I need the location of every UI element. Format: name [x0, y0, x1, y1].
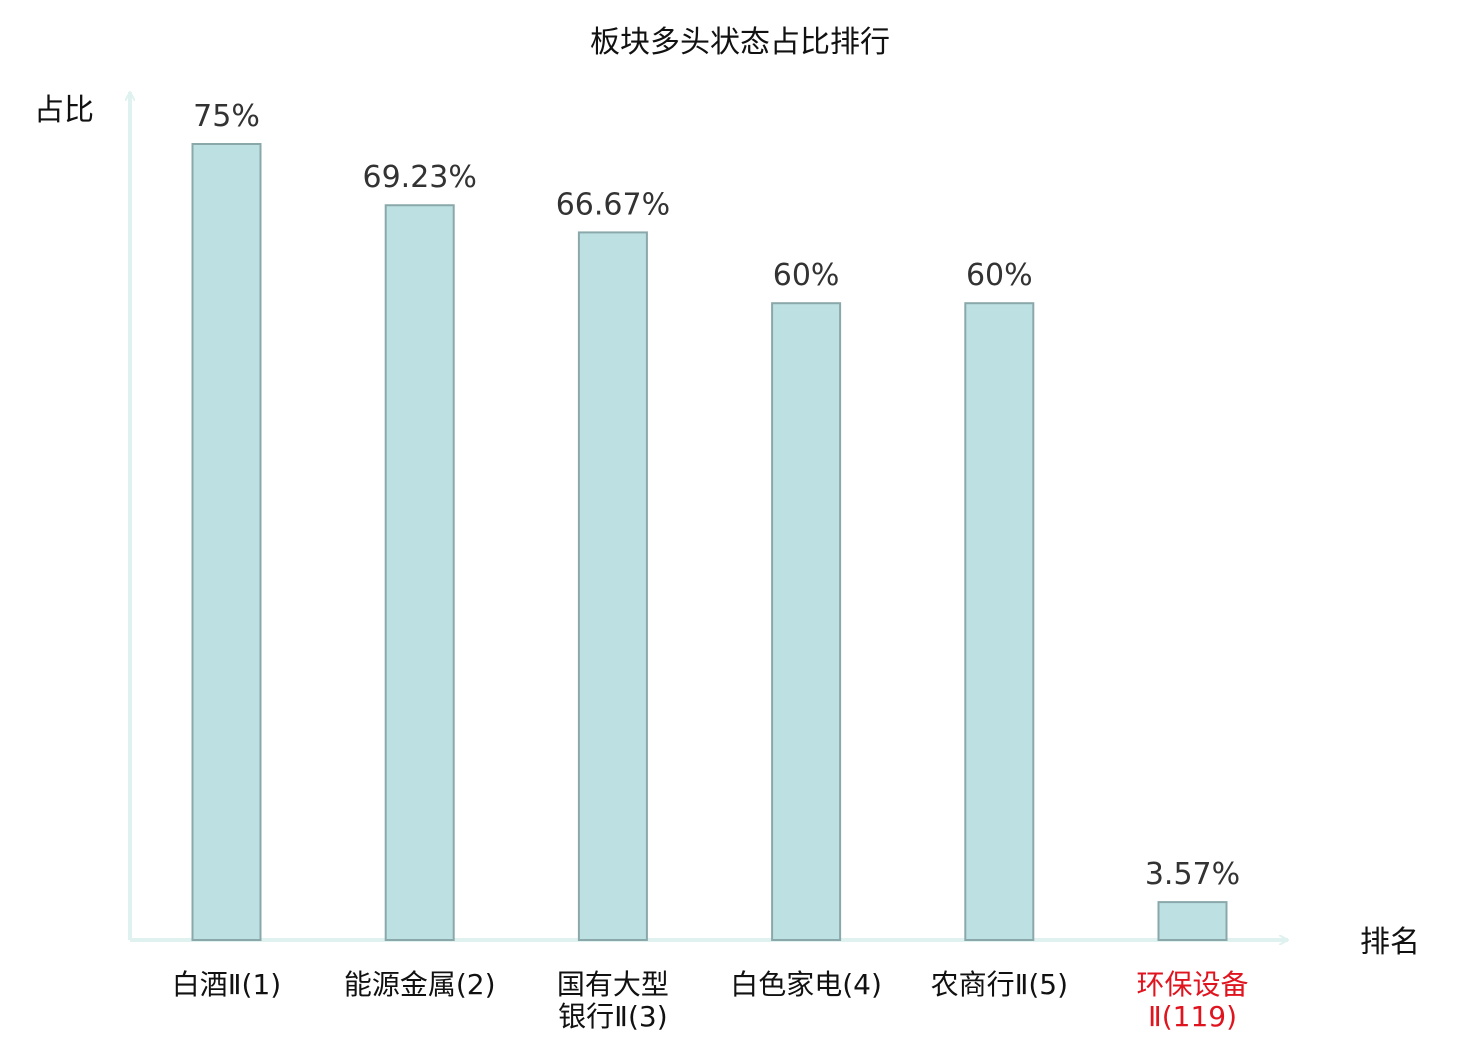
category-label-line: 环保设备 — [1136, 968, 1248, 1001]
category-label-line: Ⅱ(119) — [1148, 1000, 1237, 1033]
value-label-4: 60% — [773, 258, 840, 293]
category-label-line: 白色家电(4) — [730, 968, 882, 1001]
bar-6 — [1157, 901, 1228, 942]
bar-3 — [577, 231, 648, 942]
chart-title: 板块多头状态占比排行 — [590, 25, 890, 60]
category-label-6: 环保设备 Ⅱ(119) — [1136, 968, 1248, 1033]
x-axis-label: 排名 — [1360, 925, 1420, 960]
value-label-1: 75% — [193, 99, 260, 134]
category-label-1: 白酒Ⅱ(1) — [172, 968, 281, 1001]
value-label-2: 69.23% — [363, 160, 477, 195]
value-label-6: 3.57% — [1145, 857, 1240, 892]
value-label-5: 60% — [966, 258, 1033, 293]
category-label-3: 国有大型银行Ⅱ(3) — [557, 968, 669, 1033]
category-label-line: 国有大型 — [557, 968, 669, 1001]
category-label-line: 银行Ⅱ(3) — [558, 1000, 667, 1033]
bars-group — [191, 143, 1228, 942]
category-labels-group: 白酒Ⅱ(1) 能源金属(2) 国有大型银行Ⅱ(3) 白色家电(4) 农商行Ⅱ(5) 环保设… — [172, 968, 1249, 1033]
category-label-2: 能源金属(2) — [344, 968, 496, 1001]
bar-2 — [384, 204, 455, 941]
category-label-line: 能源金属(2) — [344, 968, 496, 1001]
category-label-line: 白酒Ⅱ(1) — [172, 968, 281, 1001]
value-labels-group: 75% 69.23% 66.67% 60% 60% 3.57% — [193, 99, 1240, 892]
bar-4 — [771, 302, 842, 941]
category-label-4: 白色家电(4) — [730, 968, 882, 1001]
category-label-5: 农商行Ⅱ(5) — [931, 968, 1068, 1001]
bar-1 — [191, 143, 262, 941]
category-label-line: 农商行Ⅱ(5) — [931, 968, 1068, 1001]
y-axis-label: 占比 — [34, 93, 94, 128]
bar-5 — [964, 302, 1035, 941]
value-label-3: 66.67% — [556, 187, 670, 222]
